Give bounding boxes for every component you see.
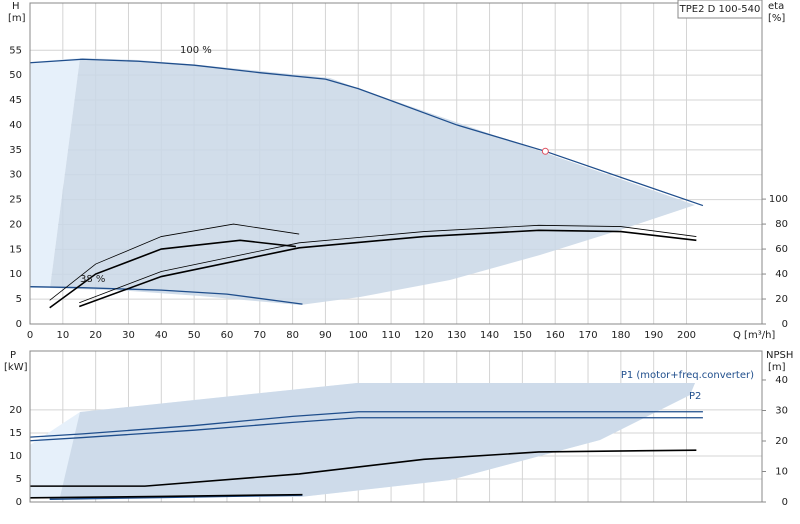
y2-unit: [m] bbox=[768, 362, 786, 373]
y-unit: [kW] bbox=[4, 362, 28, 373]
x-tick-label: 160 bbox=[546, 330, 565, 341]
y-label: H bbox=[12, 1, 20, 12]
y2-tick-label: 40 bbox=[775, 269, 788, 280]
x-tick-label: 70 bbox=[253, 330, 266, 341]
x-tick-label: 180 bbox=[611, 330, 630, 341]
y2-tick-label: 10 bbox=[775, 466, 788, 477]
y-tick-label: 0 bbox=[16, 497, 22, 508]
y-tick-label: 45 bbox=[9, 95, 22, 106]
x-tick-label: 130 bbox=[447, 330, 466, 341]
x-tick-label: 80 bbox=[286, 330, 299, 341]
series-line bbox=[29, 286, 303, 305]
frame bbox=[29, 350, 763, 503]
x-tick-label: 30 bbox=[122, 330, 135, 341]
x-tick-label: 40 bbox=[155, 330, 168, 341]
y-tick-label: 5 bbox=[16, 474, 22, 485]
lines bbox=[29, 58, 704, 501]
y-tick-label: 10 bbox=[9, 269, 22, 280]
x-tick-label: 20 bbox=[89, 330, 102, 341]
x-tick-label: 150 bbox=[513, 330, 532, 341]
x-tick-label: 10 bbox=[56, 330, 69, 341]
x-tick-label: 90 bbox=[319, 330, 332, 341]
series-line bbox=[30, 449, 697, 487]
annotation: P2 bbox=[689, 391, 701, 402]
operating-point bbox=[541, 147, 549, 155]
y2-label: eta bbox=[768, 1, 784, 12]
y-tick-label: 50 bbox=[9, 70, 22, 81]
annotation: 100 % bbox=[180, 45, 212, 56]
series-line bbox=[29, 411, 703, 438]
y-tick-label: 25 bbox=[9, 195, 22, 206]
series-line bbox=[78, 229, 697, 308]
shade-left bbox=[30, 58, 80, 288]
y2-tick-label: 0 bbox=[782, 319, 788, 330]
x-tick-label: 60 bbox=[221, 330, 234, 341]
y-tick-label: 20 bbox=[9, 405, 22, 416]
y-tick-label: 0 bbox=[16, 319, 22, 330]
x-tick-label: 120 bbox=[414, 330, 433, 341]
y-tick-label: 40 bbox=[9, 120, 22, 131]
x-tick-label: 200 bbox=[677, 330, 696, 341]
y-tick-label: 15 bbox=[9, 244, 22, 255]
y2-tick-label: 20 bbox=[775, 436, 788, 447]
x-tick-label: 50 bbox=[188, 330, 201, 341]
series-line bbox=[79, 224, 697, 304]
series-line bbox=[49, 223, 300, 301]
annotation: 38 % bbox=[80, 274, 105, 285]
x-tick-label: 140 bbox=[480, 330, 499, 341]
y-tick-label: 10 bbox=[9, 451, 22, 462]
y-tick-label: 20 bbox=[9, 219, 22, 230]
y2-unit: [%] bbox=[768, 13, 785, 24]
y-tick-label: 55 bbox=[9, 45, 22, 56]
y2-tick-label: 100 bbox=[769, 194, 788, 205]
series-line bbox=[29, 493, 303, 499]
series-line bbox=[29, 58, 704, 207]
y-tick-label: 35 bbox=[9, 145, 22, 156]
y2-tick-label: 0 bbox=[782, 497, 788, 508]
badge-box bbox=[677, 0, 763, 19]
series-line bbox=[49, 239, 296, 309]
y2-tick-label: 30 bbox=[775, 405, 788, 416]
y-tick-label: 5 bbox=[16, 294, 22, 305]
frame bbox=[29, 2, 763, 325]
annotation: P1 (motor+freq.converter) bbox=[621, 370, 754, 381]
y-unit: [m] bbox=[8, 13, 26, 24]
x-label: Q [m³/h] bbox=[733, 330, 775, 341]
x-tick-label: 190 bbox=[644, 330, 663, 341]
y2-tick-label: 20 bbox=[775, 294, 788, 305]
series-line bbox=[29, 417, 703, 442]
x-tick-label: 0 bbox=[27, 330, 33, 341]
y-tick-label: 15 bbox=[9, 428, 22, 439]
y2-label: NPSH bbox=[766, 350, 793, 361]
y2-tick-label: 80 bbox=[775, 219, 788, 230]
y-label: P bbox=[10, 350, 16, 361]
y-tick-label: 30 bbox=[9, 170, 22, 181]
y2-tick-label: 60 bbox=[775, 244, 788, 255]
badge: TPE2 D 100-540 bbox=[679, 4, 761, 15]
x-tick-label: 170 bbox=[578, 330, 597, 341]
x-tick-label: 100 bbox=[349, 330, 368, 341]
y2-tick-label: 40 bbox=[775, 375, 788, 386]
x-tick-label: 110 bbox=[382, 330, 401, 341]
